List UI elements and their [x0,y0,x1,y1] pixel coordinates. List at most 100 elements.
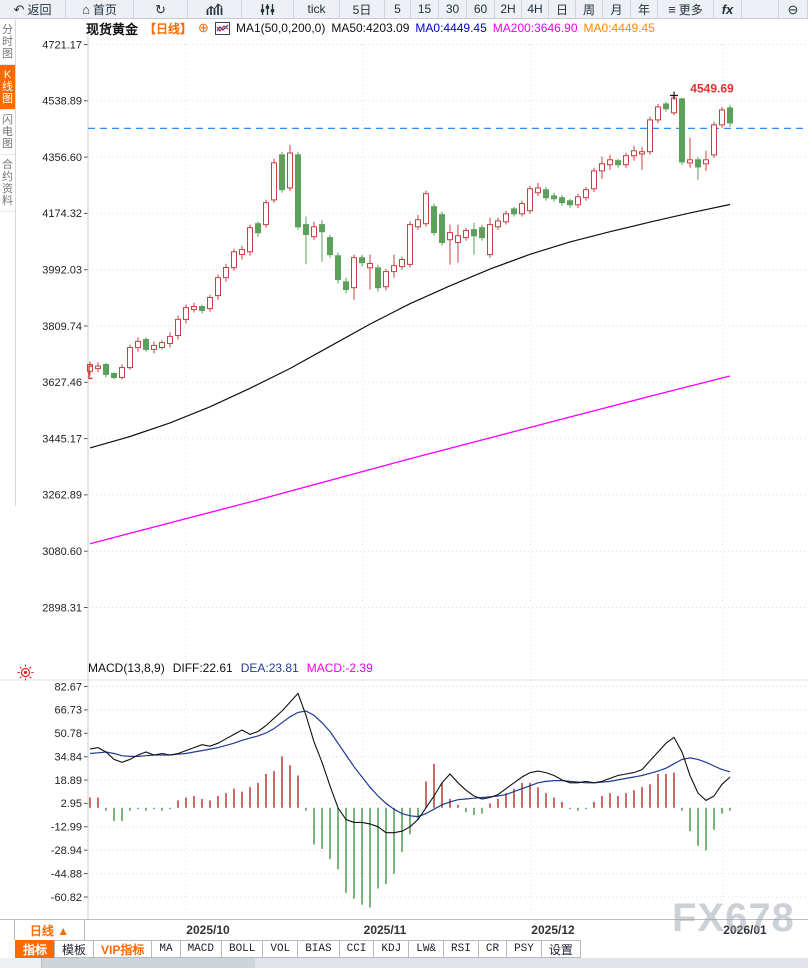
add-overlay-icon[interactable]: ⊕ [198,20,209,35]
indicator-settings-icon[interactable] [17,664,34,686]
fx-button-label: fx [721,1,734,17]
indicator-ma[interactable]: MA [151,940,181,958]
home-button[interactable]: ⌂ 首页 [66,0,134,18]
period-5d-button-label: 5日 [352,2,372,17]
svg-text:82.67: 82.67 [54,681,82,693]
macd-dea-value: DEA:23.81 [240,661,299,675]
tab-time-chart-char: 图 [2,48,13,60]
tab-indicators[interactable]: 指标 [15,940,56,958]
tab-vip-indicators[interactable]: VIP指标 [93,940,153,958]
date-axis: 日线 ▲ 2025/10 2025/11 2025/12 2026/01 [0,919,808,940]
indicator-boll[interactable]: BOLL [220,940,264,958]
svg-text:2898.31: 2898.31 [42,602,82,614]
period-30m-button[interactable]: 30 [439,0,467,18]
period-month-button-label: 月 [610,2,623,17]
period-week-button[interactable]: 周 [576,0,603,18]
chart-canvas[interactable]: 4721.17 4538.89 4356.60 4174.32 3992.03 3809.… [0,0,808,919]
horizontal-scrollbar[interactable] [0,958,808,968]
svg-text:3080.60: 3080.60 [42,546,82,558]
svg-text:3445.17: 3445.17 [42,433,82,445]
refresh-icon: ↻ [155,1,166,17]
scrollbar-left-stub [0,958,42,968]
back-button[interactable]: ↶ 返回 [0,0,66,18]
period-60m-button[interactable]: 60 [467,0,495,18]
tab-contract-info-char: 约 [2,171,13,183]
bar-chart-icon [206,2,223,16]
tab-contract-info-char: 资 [2,183,13,195]
indicator-bias[interactable]: BIAS [297,940,340,958]
tab-time-chart-char: 时 [2,36,13,48]
ma0-blue-value: MA0:4449.45 [415,21,487,35]
dea-line [89,710,731,818]
svg-text:50.78: 50.78 [54,728,82,740]
period-year-button-label: 年 [637,2,650,17]
tab-contract-info[interactable]: 合约资料 [0,155,15,212]
svg-text:4356.60: 4356.60 [42,152,82,164]
period-month-button[interactable]: 月 [603,0,631,18]
zoom-out-icon: ⊖ [787,1,799,17]
indicator-kdj[interactable]: KDJ [373,940,410,958]
period-2h-button[interactable]: 2H [495,0,522,18]
period-week-button-label: 周 [582,2,595,17]
svg-text:-28.94: -28.94 [51,845,82,857]
tab-time-chart-char: 分 [2,24,13,36]
ma50-value: MA50:4203.09 [331,21,410,35]
indicator-toolbar: 指标 模板 VIP指标 MA MACD BOLL VOL BIAS CCI KDJ LW& RSI CR… [0,940,808,958]
svg-text:34.84: 34.84 [54,752,82,764]
period-30m-button-label: 30 [445,2,460,16]
period-selector-label: 日线 ▲ [29,923,70,938]
diff-line [89,692,731,834]
macd-diff-value: DIFF:22.61 [172,661,233,675]
candlestick-pane [87,97,733,380]
tab-contract-info-char: 料 [2,195,13,207]
svg-text:3992.03: 3992.03 [42,265,82,277]
svg-text:4721.17: 4721.17 [42,39,82,51]
period-5d-button[interactable]: 5日 [340,0,385,18]
svg-text:3262.89: 3262.89 [42,490,82,502]
indicator-cr[interactable]: CR [477,940,508,958]
refresh-button[interactable]: ↻ [134,0,188,18]
period-day-button[interactable]: 日 [549,0,576,18]
period-2h-button-label: 2H [500,2,516,16]
indicator-rsi[interactable]: RSI [443,940,479,958]
period-15m-button[interactable]: 15 [411,0,439,18]
bar-chart-button[interactable] [188,0,242,18]
tab-templates[interactable]: 模板 [54,940,95,958]
svg-text:3809.74: 3809.74 [42,321,82,333]
svg-text:18.89: 18.89 [54,775,82,787]
top-toolbar: ↶ 返回 ⌂ 首页 ↻ tick 5日 5 15 30 60 2H 4H 日周月年 ≡ 更多 fx ⊖ [0,0,808,19]
indicator-vol[interactable]: VOL [262,940,299,958]
indicator-lw[interactable]: LW& [408,940,445,958]
indicator-macd[interactable]: MACD [179,940,222,958]
scrollbar-thumb[interactable] [255,958,808,968]
svg-text:4174.32: 4174.32 [42,208,82,220]
period-15m-button-label: 15 [417,2,432,16]
back-button-label: 返回 [27,2,52,17]
candle-settings-button[interactable] [242,0,294,18]
more-button[interactable]: ≡ 更多 [658,0,714,18]
tab-kline-chart-char: 图 [2,93,13,105]
period-year-button[interactable]: 年 [631,0,658,18]
period-4h-button[interactable]: 4H [522,0,549,18]
svg-text:66.73: 66.73 [54,705,82,717]
indicator-cci[interactable]: CCI [338,940,375,958]
tab-time-chart[interactable]: 分时图 [0,20,15,65]
tab-contract-info-char: 合 [2,159,13,171]
fx-button[interactable]: fx [714,0,742,18]
period-5m-button-label: 5 [394,2,401,16]
period-selector[interactable]: 日线 ▲ [14,920,85,940]
ma0-orange-value: MA0:4449.45 [583,21,655,35]
indicator-settings[interactable]: 设置 [540,940,581,958]
macd-header: MACD(13,8,9) DIFF:22.61 DEA:23.81 MACD:-… [88,661,373,675]
tab-kline-chart-char: 线 [2,81,13,93]
indicator-psy[interactable]: PSY [506,940,542,958]
period-60m-button-label: 60 [473,2,488,16]
period-tick-button-label: tick [307,2,326,16]
line-chart-icon[interactable] [214,21,230,35]
period-5m-button[interactable]: 5 [385,0,411,18]
x-axis-date: 2025/12 [531,923,575,937]
period-tick-button[interactable]: tick [294,0,340,18]
tab-lightning-chart[interactable]: 闪电图 [0,110,15,155]
